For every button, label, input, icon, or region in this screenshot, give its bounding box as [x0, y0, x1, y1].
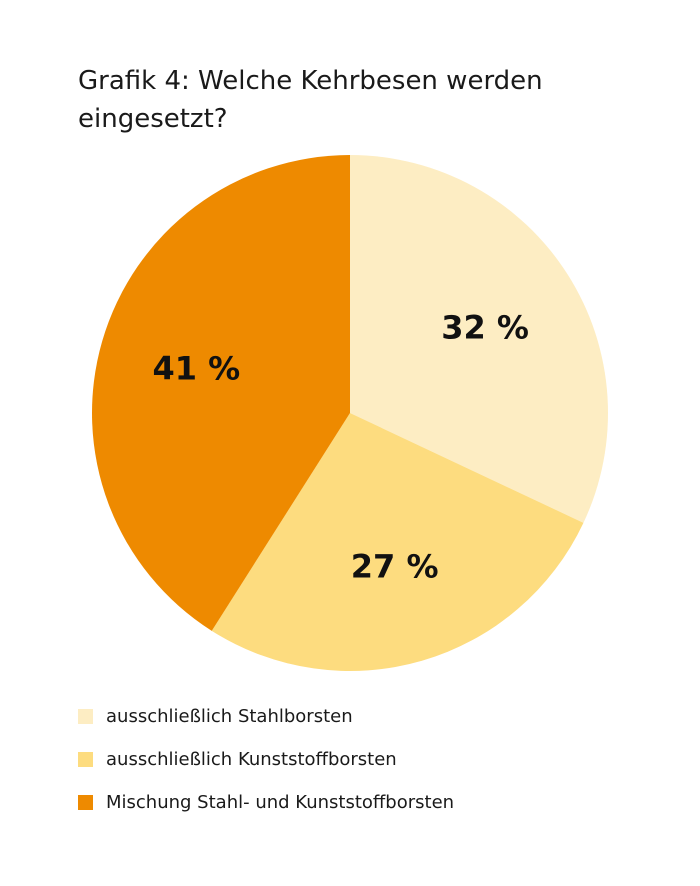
legend-label: ausschließlich Stahlborsten	[106, 705, 353, 727]
pie-chart: 32 % 27 % 41 %	[92, 155, 608, 671]
slice-mischung	[92, 155, 350, 631]
chart-title: Grafik 4: Welche Kehrbesen werden einges…	[78, 66, 543, 134]
legend-item-stahlborsten: ausschließlich Stahlborsten	[78, 704, 454, 728]
slice-label-stahlborsten: 32 %	[441, 308, 529, 346]
slice-label-kunststoffborsten: 27 %	[351, 548, 439, 586]
legend-item-kunststoffborsten: ausschließlich Kunststoffborsten	[78, 747, 454, 771]
legend-label: ausschließlich Kunststoffborsten	[106, 748, 397, 770]
slice-kunststoffborsten	[211, 413, 584, 671]
slice-label-mischung: 41 %	[152, 349, 240, 387]
legend-swatch	[78, 708, 93, 724]
legend-label: Mischung Stahl- und Kunststoffborsten	[106, 791, 455, 813]
legend-item-mischung: Mischung Stahl- und Kunststoffborsten	[78, 790, 454, 814]
legend: ausschließlich Stahlborsten ausschließli…	[78, 704, 454, 833]
legend-swatch	[78, 794, 93, 810]
legend-swatch	[78, 751, 93, 767]
slice-stahlborsten	[350, 155, 608, 523]
